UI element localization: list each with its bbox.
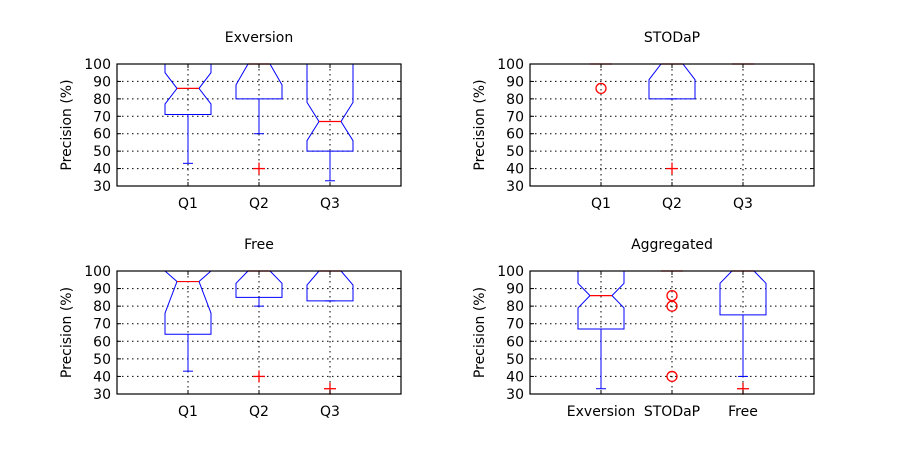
y-tick-label: 50 [506, 144, 524, 160]
chart-title: Free [244, 237, 274, 253]
outlier-plus [253, 370, 265, 383]
x-tick-label: Free [728, 404, 758, 420]
x-tick-label: Q3 [320, 404, 340, 420]
y-tick-label: 40 [506, 162, 524, 178]
outlier-plus [253, 162, 265, 175]
x-tick-label: Q3 [320, 196, 340, 212]
y-tick-label: 40 [93, 162, 111, 178]
y-axis-label: Precision (%) [59, 287, 75, 378]
y-tick-label: 50 [506, 352, 524, 368]
y-tick-label: 50 [93, 352, 111, 368]
y-tick-label: 90 [93, 282, 111, 298]
x-tick-label: STODaP [644, 404, 700, 420]
y-tick-label: 90 [506, 74, 524, 90]
box-q3 [306, 63, 354, 182]
outlier-circle [595, 82, 607, 95]
y-tick-label: 100 [84, 57, 111, 73]
y-axis-label: Precision (%) [472, 79, 488, 170]
y-axis-label: Precision (%) [472, 287, 488, 378]
y-tick-label: 30 [506, 179, 524, 195]
y-tick-label: 80 [93, 92, 111, 108]
y-tick-label: 40 [506, 369, 524, 385]
y-tick-label: 100 [497, 57, 524, 73]
y-tick-label: 70 [93, 109, 111, 125]
box-body [306, 63, 354, 152]
y-tick-label: 100 [497, 264, 524, 280]
y-tick-label: 60 [506, 334, 524, 350]
y-tick-label: 80 [506, 92, 524, 108]
y-tick-label: 80 [506, 299, 524, 315]
box-q2 [235, 63, 283, 175]
y-tick-label: 90 [93, 74, 111, 90]
x-tick-label: Q1 [591, 196, 611, 212]
y-tick-label: 30 [93, 179, 111, 195]
outlier-plus [666, 162, 678, 175]
chart-title: Aggregated [631, 237, 713, 253]
x-tick-label: Q2 [249, 404, 269, 420]
y-tick-label: 70 [93, 317, 111, 333]
box-body [163, 270, 213, 335]
box-body [577, 270, 625, 330]
y-tick-label: 30 [506, 387, 524, 403]
y-tick-label: 90 [506, 282, 524, 298]
outlier-circle [666, 370, 678, 383]
box-q1 [578, 63, 624, 95]
box-body [719, 270, 767, 316]
x-tick-label: Q2 [662, 196, 682, 212]
y-tick-label: 30 [93, 387, 111, 403]
y-tick-label: 70 [506, 317, 524, 333]
x-tick-label: Q2 [249, 196, 269, 212]
box-free [719, 270, 767, 395]
y-tick-label: 40 [93, 369, 111, 385]
y-axis-label: Precision (%) [59, 79, 75, 170]
y-tick-label: 50 [93, 144, 111, 160]
x-tick-label: Q3 [733, 196, 753, 212]
outlier-circle [666, 300, 678, 312]
box-q1 [164, 63, 212, 164]
y-tick-label: 60 [93, 127, 111, 143]
x-tick-label: Q1 [178, 404, 198, 420]
y-tick-label: 60 [506, 127, 524, 143]
y-tick-label: 70 [506, 109, 524, 125]
x-tick-label: Exversion [567, 404, 635, 420]
x-tick-label: Q1 [178, 196, 198, 212]
y-tick-label: 60 [93, 334, 111, 350]
chart-title: STODaP [644, 30, 700, 46]
chart-title: Exversion [225, 30, 293, 46]
y-tick-label: 100 [84, 264, 111, 280]
y-tick-label: 80 [93, 299, 111, 315]
